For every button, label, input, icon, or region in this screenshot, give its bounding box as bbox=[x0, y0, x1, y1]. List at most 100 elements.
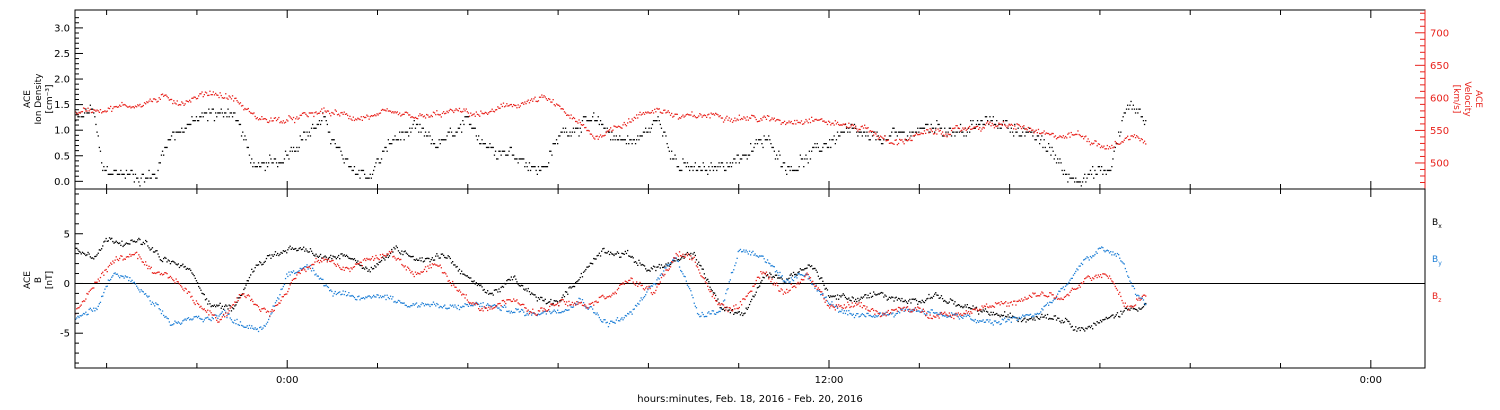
data-point bbox=[316, 260, 318, 263]
data-point bbox=[148, 295, 150, 297]
data-point bbox=[331, 290, 333, 293]
data-point bbox=[728, 117, 730, 119]
data-point bbox=[874, 132, 876, 134]
data-point bbox=[180, 284, 182, 287]
data-point bbox=[939, 313, 941, 315]
data-point bbox=[1110, 169, 1112, 172]
data-point bbox=[927, 316, 929, 319]
data-point bbox=[549, 311, 551, 313]
data-point bbox=[680, 169, 682, 172]
data-point bbox=[465, 294, 467, 296]
data-point bbox=[187, 123, 190, 126]
data-point bbox=[459, 123, 462, 126]
data-point bbox=[427, 114, 429, 116]
data-point bbox=[953, 317, 955, 320]
data-point bbox=[283, 283, 286, 286]
data-point bbox=[332, 295, 334, 297]
data-point bbox=[737, 250, 739, 253]
data-point bbox=[415, 117, 418, 119]
data-point bbox=[1029, 318, 1032, 320]
data-point bbox=[493, 289, 496, 291]
data-point bbox=[989, 116, 991, 118]
data-point bbox=[1119, 257, 1121, 259]
data-point bbox=[592, 308, 594, 310]
data-point bbox=[509, 299, 511, 301]
data-point bbox=[140, 243, 142, 245]
data-point bbox=[756, 276, 759, 278]
data-point bbox=[838, 304, 840, 306]
data-point bbox=[893, 309, 895, 311]
data-point bbox=[639, 300, 641, 302]
data-point bbox=[122, 104, 124, 106]
data-point bbox=[741, 251, 743, 253]
data-point bbox=[885, 295, 887, 297]
data-point bbox=[625, 252, 628, 255]
data-point bbox=[973, 320, 975, 322]
data-point bbox=[352, 295, 354, 297]
bottom-panel-frame bbox=[74, 188, 1426, 369]
data-point bbox=[934, 316, 936, 318]
data-point bbox=[251, 298, 253, 300]
data-point bbox=[222, 308, 225, 310]
data-point bbox=[385, 146, 387, 149]
data-point bbox=[1043, 305, 1045, 308]
data-point bbox=[440, 116, 442, 118]
data-point bbox=[680, 258, 682, 260]
data-point bbox=[410, 131, 412, 133]
data-point bbox=[875, 310, 877, 312]
data-point bbox=[671, 262, 673, 264]
data-point bbox=[941, 131, 944, 133]
data-point bbox=[395, 259, 397, 261]
data-point bbox=[1072, 274, 1075, 276]
data-point bbox=[950, 312, 953, 314]
data-point bbox=[261, 116, 263, 118]
data-point bbox=[423, 260, 426, 262]
data-point bbox=[741, 158, 743, 160]
data-point bbox=[344, 158, 347, 160]
data-point bbox=[763, 277, 765, 279]
data-point bbox=[751, 150, 753, 152]
data-point bbox=[90, 288, 93, 290]
data-point bbox=[1088, 140, 1090, 143]
data-point bbox=[240, 294, 243, 296]
data-point bbox=[1122, 262, 1124, 264]
data-point bbox=[326, 123, 328, 126]
data-point bbox=[1111, 254, 1113, 256]
data-point bbox=[487, 303, 489, 305]
data-point bbox=[540, 313, 542, 315]
data-point bbox=[561, 296, 563, 299]
data-point bbox=[751, 298, 753, 301]
data-point bbox=[291, 279, 293, 281]
data-point bbox=[408, 114, 410, 116]
data-point bbox=[419, 257, 421, 259]
data-point bbox=[348, 257, 350, 259]
data-point bbox=[633, 283, 635, 285]
data-point bbox=[89, 289, 91, 291]
data-point bbox=[1133, 134, 1136, 136]
data-point bbox=[871, 295, 874, 297]
data-point bbox=[650, 127, 652, 129]
data-point bbox=[459, 291, 462, 293]
data-point bbox=[1141, 297, 1143, 299]
data-point bbox=[913, 134, 915, 137]
data-point bbox=[125, 105, 128, 107]
data-point bbox=[885, 139, 887, 141]
data-point bbox=[997, 302, 999, 304]
data-point bbox=[132, 240, 134, 243]
data-point bbox=[708, 289, 710, 291]
data-point bbox=[917, 127, 919, 129]
data-point bbox=[1051, 318, 1053, 320]
data-point bbox=[781, 166, 783, 168]
data-point bbox=[234, 301, 236, 303]
data-point bbox=[772, 284, 774, 286]
data-point bbox=[388, 143, 391, 145]
data-point bbox=[516, 309, 518, 311]
data-point bbox=[1130, 305, 1132, 307]
data-point bbox=[532, 166, 534, 168]
data-point bbox=[903, 131, 905, 133]
data-point bbox=[303, 267, 305, 269]
data-point bbox=[782, 293, 784, 295]
data-point bbox=[849, 131, 851, 133]
data-point bbox=[326, 110, 328, 112]
data-point bbox=[843, 304, 845, 306]
